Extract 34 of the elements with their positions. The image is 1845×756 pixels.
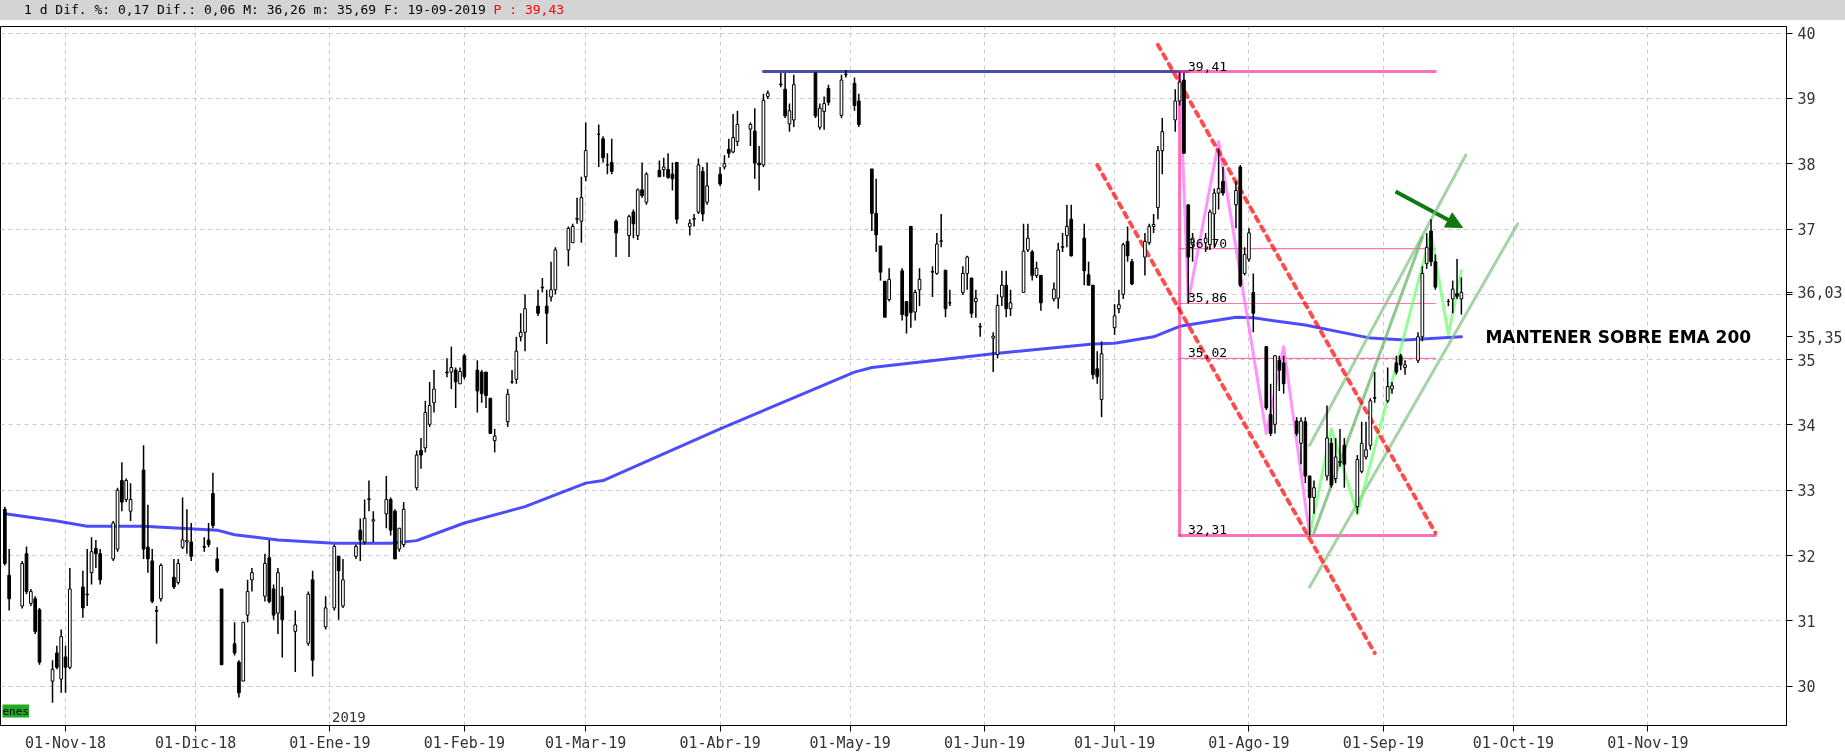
- x-tick-label: 01-Jun-19: [943, 733, 1026, 752]
- annotation: 39,41: [1187, 58, 1228, 74]
- x-tick-label: 01-Jul-19: [1073, 733, 1156, 752]
- y-tick-label: 32: [1797, 547, 1816, 566]
- x-tick-label: 01-Oct-19: [1472, 733, 1555, 752]
- y-tick-label: 33: [1797, 482, 1816, 501]
- x-tick-label: 01-Dic-18: [154, 733, 237, 752]
- y-tick-label: 31: [1797, 612, 1816, 631]
- x-tick-label: 01-Ago-19: [1208, 733, 1290, 752]
- x-tick-label: 01-Sep-19: [1342, 733, 1424, 752]
- annotation: enes: [2, 704, 29, 718]
- x-tick-label: 01-May-19: [809, 733, 891, 752]
- y-tick-label: 36,03: [1797, 284, 1843, 303]
- x-tick-label: 01-Ene-19: [289, 733, 371, 752]
- annotation: 32,31: [1187, 522, 1228, 538]
- annotation: 35,86: [1187, 290, 1228, 306]
- x-tick-label: 01-Abr-19: [679, 733, 761, 752]
- x-tick-label: 01-Nov-18: [24, 733, 107, 752]
- x-tick-label: 01-Mar-19: [545, 733, 627, 752]
- y-tick-label: 34: [1797, 417, 1816, 435]
- chart-subtitle: P : 39,43: [493, 2, 565, 17]
- x-tick-label: 01-Feb-19: [423, 733, 505, 752]
- chart-title: 1 d Dif. %: 0,17 Dif.: 0,06 M: 36,26 m: 35,69 F: 19-09-2019: [24, 2, 486, 17]
- annotation: MANTENER SOBRE EMA 200: [1485, 326, 1752, 347]
- y-tick-label: 38: [1797, 155, 1816, 174]
- y-tick-label: 37: [1797, 221, 1816, 240]
- x-tick-label: 01-Nov-19: [1607, 733, 1689, 752]
- annotation: 35,02: [1187, 345, 1228, 361]
- y-tick-label: 35,35: [1797, 328, 1843, 347]
- y-tick-label: 39: [1797, 90, 1816, 109]
- annotation: 2019: [331, 708, 366, 725]
- y-tick-label: 30: [1797, 678, 1816, 697]
- y-tick-label: 40: [1797, 25, 1816, 44]
- y-tick-label: 35: [1797, 351, 1816, 370]
